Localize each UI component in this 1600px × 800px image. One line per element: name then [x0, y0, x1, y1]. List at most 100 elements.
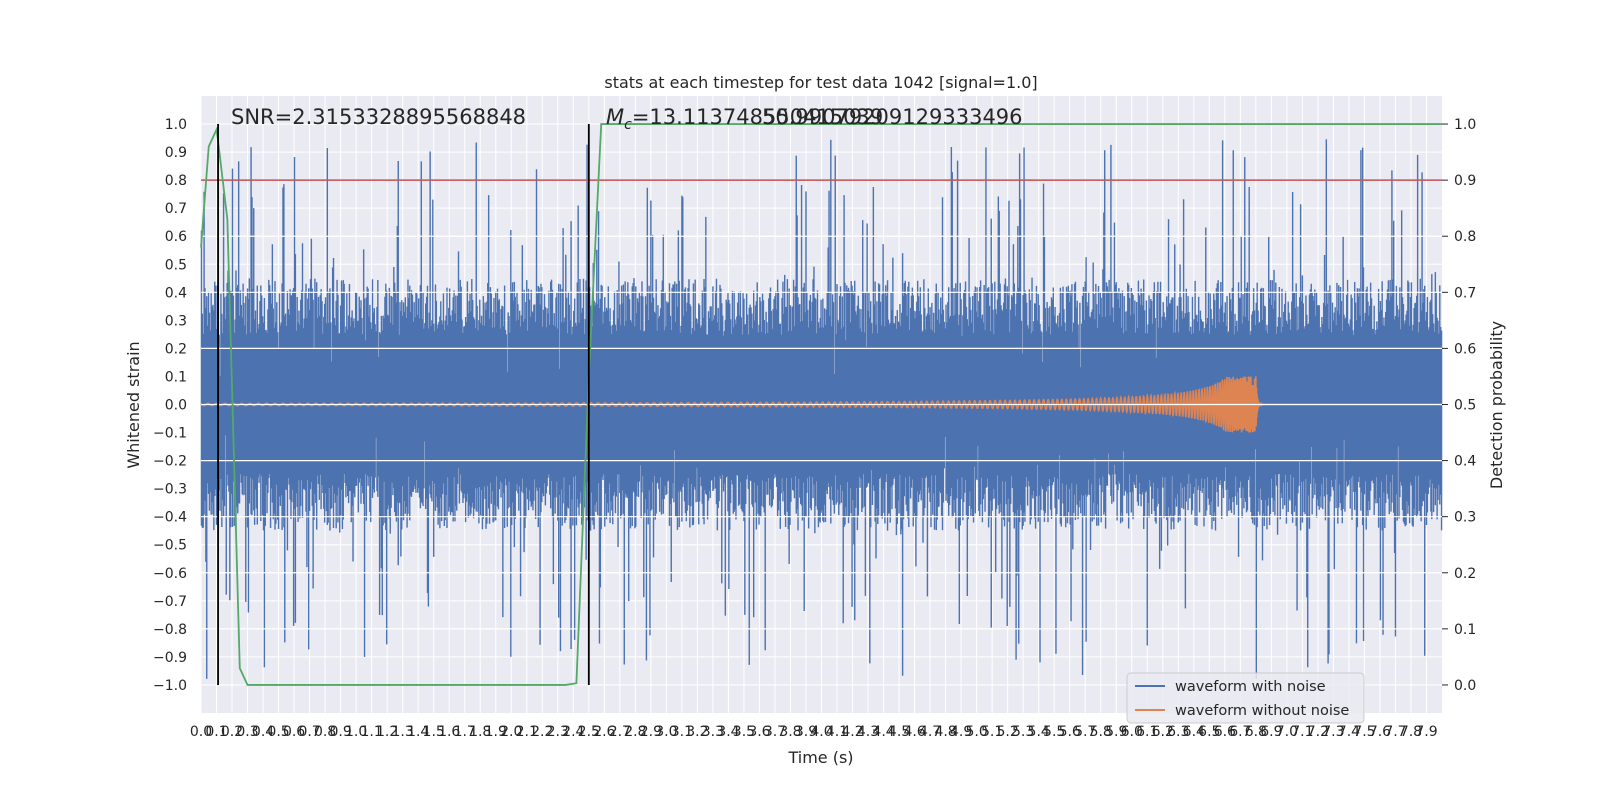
x-tick-label: 6.2 — [1152, 724, 1174, 740]
x-tick-label: 6.9 — [1260, 724, 1282, 740]
y-tick-label: 0.3 — [165, 313, 187, 329]
x-tick-label: 4.5 — [888, 724, 910, 740]
x-tick-label: 2.2 — [531, 724, 553, 740]
y-tick-label: 0.0 — [165, 398, 187, 414]
x-tick-label: 7.4 — [1338, 724, 1360, 740]
chirp-mass-subscript: c — [624, 117, 632, 133]
y-tick-label: 0.2 — [165, 341, 187, 357]
y-axis-label: Whitened strain — [124, 341, 143, 468]
y-right-tick-label: 0.4 — [1454, 454, 1476, 470]
chart-title: stats at each timestep for test data 104… — [604, 73, 1037, 92]
x-tick-label: 5.2 — [997, 724, 1019, 740]
y-tick-label: −0.8 — [153, 622, 187, 638]
x-tick-label: 7.0 — [1276, 724, 1298, 740]
x-tick-label: 0.2 — [221, 724, 243, 740]
x-tick-label: 6.6 — [1214, 724, 1236, 740]
y-right-tick-label: 0.5 — [1454, 398, 1476, 414]
y-tick-label: −0.7 — [153, 594, 187, 610]
x-tick-label: 1.2 — [376, 724, 398, 740]
y-tick-label: 0.7 — [165, 201, 187, 217]
y-right-tick-label: 0.7 — [1454, 285, 1476, 301]
x-tick-label: 3.4 — [717, 724, 739, 740]
x-tick-label: 3.9 — [795, 724, 817, 740]
y-right-tick-label: 0.8 — [1454, 229, 1476, 245]
x-tick-label: 1.8 — [469, 724, 491, 740]
y-tick-label: 0.6 — [165, 229, 187, 245]
x-tick-label: 0.9 — [329, 724, 351, 740]
x-tick-label: 2.5 — [578, 724, 600, 740]
y-tick-label: −0.9 — [153, 650, 187, 666]
x-tick-label: 7.5 — [1353, 724, 1375, 740]
x-tick-label: 1.9 — [485, 724, 507, 740]
y-tick-label: 0.4 — [165, 285, 187, 301]
x-tick-label: 7.6 — [1369, 724, 1391, 740]
y-tick-label: 0.1 — [165, 369, 187, 385]
y-tick-label: −0.1 — [153, 426, 187, 442]
x-tick-label: 5.3 — [1012, 724, 1034, 740]
overlapping-annotation: 50.99079209129333496 — [762, 105, 1023, 129]
x-tick-label: 4.1 — [826, 724, 848, 740]
x-tick-label: 0.8 — [314, 724, 336, 740]
x-tick-label: 5.0 — [965, 724, 987, 740]
x-tick-label: 3.8 — [779, 724, 801, 740]
x-tick-label: 4.8 — [934, 724, 956, 740]
legend-entry-noise: waveform with noise — [1175, 679, 1326, 695]
x-tick-label: 0.5 — [267, 724, 289, 740]
x-tick-label: 1.3 — [392, 724, 414, 740]
x-tick-label: 5.9 — [1105, 724, 1127, 740]
x-tick-label: 4.9 — [950, 724, 972, 740]
x-tick-label: 2.1 — [516, 724, 538, 740]
y-right-tick-label: 0.1 — [1454, 622, 1476, 638]
x-tick-label: 7.7 — [1384, 724, 1406, 740]
x-tick-label: 2.0 — [500, 724, 522, 740]
y-right-tick-label: 1.0 — [1454, 117, 1476, 133]
y-axis-left-ticks: 1.0 0.9 0.8 0.7 0.6 0.5 0.4 0.3 0.2 0.1 0.0 −0.1 −0.… — [153, 117, 187, 694]
x-tick-label: 7.1 — [1291, 724, 1313, 740]
x-tick-label: 6.0 — [1121, 724, 1143, 740]
x-tick-label: 5.8 — [1090, 724, 1112, 740]
x-tick-label: 4.7 — [919, 724, 941, 740]
y-axis-right-label: Detection probability — [1487, 321, 1506, 489]
x-tick-label: 7.3 — [1322, 724, 1344, 740]
y-tick-label: 1.0 — [165, 117, 187, 133]
x-tick-label: 1.6 — [438, 724, 460, 740]
x-tick-label: 4.0 — [810, 724, 832, 740]
snr-annotation: SNR=2.3153328895568848 — [231, 105, 526, 129]
x-tick-label: 1.4 — [407, 724, 429, 740]
y-tick-label: −0.3 — [153, 482, 187, 498]
x-tick-label: 5.6 — [1059, 724, 1081, 740]
x-tick-label: 2.9 — [640, 724, 662, 740]
detection-probability-line — [200, 123, 1442, 686]
y-right-tick-label: 0.6 — [1454, 341, 1476, 357]
x-tick-label: 1.5 — [423, 724, 445, 740]
clean-waveform-series — [200, 376, 1442, 433]
x-tick-label: 3.2 — [686, 724, 708, 740]
y-tick-label: −0.4 — [153, 510, 187, 526]
x-tick-label: 5.7 — [1074, 724, 1096, 740]
legend-entry-clean: waveform without noise — [1175, 703, 1349, 719]
x-tick-label: 0.3 — [236, 724, 258, 740]
x-tick-label: 7.8 — [1400, 724, 1422, 740]
x-tick-label: 2.4 — [562, 724, 584, 740]
y-tick-label: 0.9 — [165, 145, 187, 161]
y-right-tick-label: 0.3 — [1454, 510, 1476, 526]
x-axis-ticks: 0.00.10.20.30.40.50.60.70.80.91.01.11.21… — [190, 724, 1438, 740]
y-tick-label: −0.5 — [153, 538, 187, 554]
x-tick-label: 2.3 — [547, 724, 569, 740]
x-tick-label: 3.7 — [764, 724, 786, 740]
x-tick-label: 7.2 — [1307, 724, 1329, 740]
x-tick-label: 0.0 — [190, 724, 212, 740]
chirp-mass-value: =13.113748550415039 — [632, 105, 883, 129]
x-tick-label: 5.1 — [981, 724, 1003, 740]
y-tick-label: −0.2 — [153, 454, 187, 470]
x-tick-label: 6.7 — [1229, 724, 1251, 740]
clean-waveform-line — [200, 376, 1442, 433]
x-tick-label: 6.3 — [1167, 724, 1189, 740]
x-tick-label: 1.0 — [345, 724, 367, 740]
y-right-tick-label: 0.0 — [1454, 678, 1476, 694]
x-tick-label: 2.7 — [609, 724, 631, 740]
x-tick-label: 3.5 — [733, 724, 755, 740]
x-tick-label: 6.5 — [1198, 724, 1220, 740]
x-tick-label: 3.3 — [702, 724, 724, 740]
